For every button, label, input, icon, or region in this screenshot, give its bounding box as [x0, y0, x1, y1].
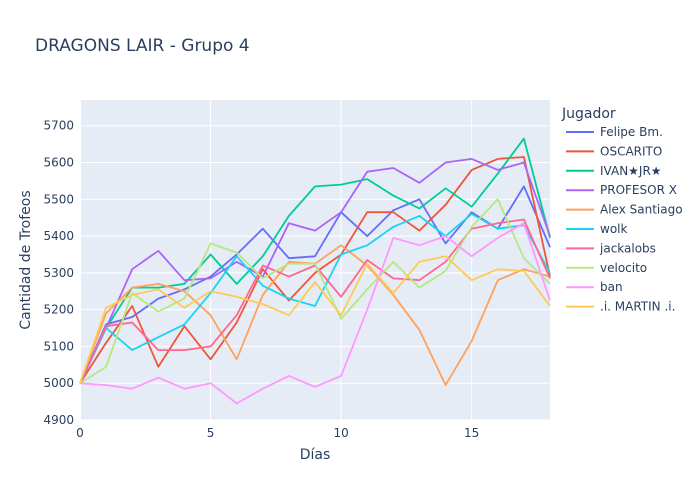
x-tick-label: 10 — [333, 426, 348, 440]
legend-label: wolk — [600, 222, 627, 236]
y-tick-label: 5500 — [43, 192, 74, 206]
legend-title: Jugador — [561, 106, 616, 122]
plot-area — [80, 100, 550, 420]
y-tick-label: 5400 — [43, 229, 74, 243]
legend-label: OSCARITO — [600, 144, 662, 158]
legend-label: Felipe Bm. — [600, 125, 663, 139]
series-line-1[interactable] — [79, 156, 551, 384]
series-line-7[interactable] — [79, 198, 551, 384]
y-tick-label: 5300 — [43, 266, 74, 280]
series-lines — [79, 137, 551, 405]
legend-item[interactable]: ban — [566, 280, 623, 294]
legend-label: PROFESOR X — [600, 183, 677, 197]
chart-title: DRAGONS LAIR - Grupo 4 — [35, 36, 250, 56]
x-tick-label: 0 — [76, 426, 84, 440]
series-line-3[interactable] — [79, 157, 551, 384]
legend-items[interactable]: Felipe Bm. OSCARITO IVAN★JR★ PROFESOR X Alex… — [566, 125, 683, 314]
y-tick-label: 4900 — [43, 413, 74, 427]
legend-item[interactable]: IVAN★JR★ — [566, 164, 662, 178]
legend-label: IVAN★JR★ — [600, 164, 662, 178]
legend-item[interactable]: .i. MARTIN .i. — [566, 300, 675, 314]
x-axis-ticks: 0 5 10 15 — [76, 426, 479, 440]
legend-label: .i. MARTIN .i. — [600, 300, 675, 314]
series-line-2[interactable] — [79, 137, 551, 384]
legend-item[interactable]: PROFESOR X — [566, 183, 677, 197]
legend-label: velocito — [600, 261, 647, 275]
y-tick-label: 5200 — [43, 303, 74, 317]
y-tick-label: 5600 — [43, 156, 74, 170]
legend-item[interactable]: Felipe Bm. — [566, 125, 663, 139]
legend-label: Alex Santiago — [600, 203, 683, 217]
y-axis-title: Cantidad de Trofeos — [18, 190, 34, 329]
legend-item[interactable]: OSCARITO — [566, 144, 662, 158]
legend-item[interactable]: Alex Santiago — [566, 203, 683, 217]
legend-item[interactable]: wolk — [566, 222, 627, 236]
series-line-0[interactable] — [79, 185, 551, 384]
y-axis-ticks: 4900 5000 5100 5200 5300 5400 5500 5600 5700 — [43, 119, 74, 427]
series-line-8[interactable] — [79, 222, 551, 405]
legend-label: ban — [600, 280, 623, 294]
legend-item[interactable]: jackalobs — [566, 241, 656, 255]
legend-item[interactable]: velocito — [566, 261, 647, 275]
series-line-5[interactable] — [79, 213, 551, 384]
legend[interactable]: Jugador Felipe Bm. OSCARITO IVAN★JR★ PROFES… — [561, 106, 683, 314]
y-tick-label: 5700 — [43, 119, 74, 133]
legend-label: jackalobs — [599, 241, 656, 255]
y-tick-label: 5100 — [43, 339, 74, 353]
y-tick-label: 5000 — [43, 376, 74, 390]
x-tick-label: 5 — [207, 426, 215, 440]
x-axis-title: Días — [300, 447, 331, 463]
x-tick-label: 15 — [464, 426, 479, 440]
gridlines — [79, 100, 550, 421]
series-line-9[interactable] — [79, 255, 551, 384]
